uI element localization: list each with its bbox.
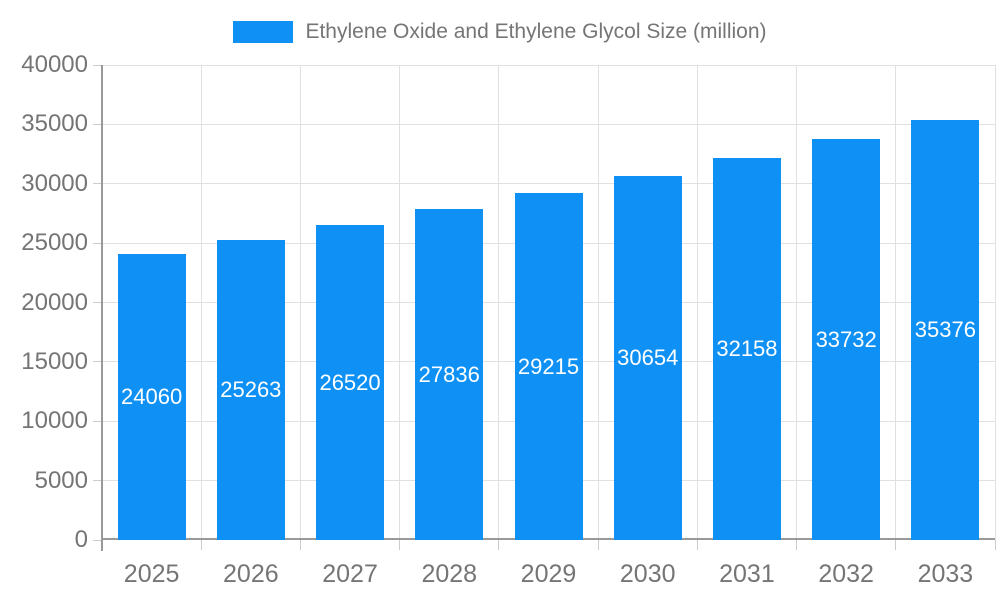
bar-value-label: 33732 xyxy=(815,326,877,352)
bar: 24060 xyxy=(117,254,186,540)
x-axis-tick-label: 2028 xyxy=(421,560,478,588)
y-axis-line xyxy=(101,65,103,551)
x-tick-mark xyxy=(895,540,897,550)
y-tick-mark xyxy=(93,480,101,482)
gridline-horizontal xyxy=(102,64,995,66)
x-axis-tick-label: 2027 xyxy=(322,560,378,588)
x-tick-mark xyxy=(299,540,301,550)
bar: 35376 xyxy=(911,119,980,540)
bar-value-label: 26520 xyxy=(319,369,381,395)
y-axis-tick-label: 20000 xyxy=(21,288,88,316)
bar-value-label: 29215 xyxy=(517,353,580,379)
y-tick-mark xyxy=(93,302,101,303)
y-axis-tick-label: 5000 xyxy=(34,466,88,494)
bar-value-label: 24060 xyxy=(121,384,183,410)
gridline-horizontal xyxy=(102,123,995,125)
y-tick-mark xyxy=(93,361,101,363)
gridline-vertical xyxy=(796,65,798,540)
gridline-vertical xyxy=(696,65,698,540)
legend-swatch xyxy=(233,21,294,43)
bar: 26520 xyxy=(316,225,385,540)
x-tick-mark xyxy=(200,540,202,550)
x-axis-tick-label: 2032 xyxy=(818,560,874,588)
y-tick-mark xyxy=(93,420,101,422)
bar-value-label: 30654 xyxy=(617,344,679,370)
plot-area: 0 5000 10000 15000 20000 25000 30000 35000 40000… xyxy=(21,53,996,587)
y-axis-tick-label: 0 xyxy=(74,526,88,553)
x-tick-mark xyxy=(399,540,401,550)
x-axis-tick-label: 2026 xyxy=(223,560,279,588)
gridline-vertical xyxy=(498,65,500,540)
gridline-vertical xyxy=(597,65,599,540)
y-tick-mark xyxy=(93,242,101,244)
gridline-vertical xyxy=(895,65,897,540)
x-axis-tick-label: 2033 xyxy=(917,560,974,588)
bar: 30654 xyxy=(613,175,682,540)
bar: 25263 xyxy=(216,240,285,540)
y-tick-mark xyxy=(93,539,101,541)
x-tick-mark xyxy=(796,540,798,550)
gridline-vertical xyxy=(299,65,301,540)
bar-value-label: 27836 xyxy=(418,361,480,387)
bar-value-label: 25263 xyxy=(220,377,282,402)
y-axis-tick-label: 40000 xyxy=(21,51,88,78)
y-axis-tick-label: 15000 xyxy=(21,347,88,375)
bar-value-label: 32158 xyxy=(716,336,778,362)
bar: 32158 xyxy=(712,158,781,540)
bar: 27836 xyxy=(415,209,484,540)
x-axis-tick-label: 2025 xyxy=(123,560,180,588)
y-tick-mark xyxy=(93,64,101,66)
gridline-horizontal xyxy=(102,183,995,185)
y-tick-mark xyxy=(93,123,101,125)
y-axis-tick-label: 30000 xyxy=(21,169,88,197)
gridline-vertical xyxy=(994,65,996,540)
gridline-vertical xyxy=(200,65,202,540)
x-tick-mark xyxy=(994,540,996,550)
y-tick-mark xyxy=(93,183,101,185)
x-tick-mark xyxy=(696,540,698,550)
bar: 29215 xyxy=(514,193,583,540)
legend-label: Ethylene Oxide and Ethylene Glycol Size … xyxy=(305,20,767,44)
y-axis-tick-label: 25000 xyxy=(21,229,88,257)
y-axis-tick-label: 10000 xyxy=(21,407,88,435)
bar: 33732 xyxy=(812,139,881,540)
x-axis-tick-label: 2029 xyxy=(520,560,577,588)
y-axis-tick-label: 35000 xyxy=(21,110,88,138)
x-axis-tick-label: 2031 xyxy=(719,560,775,588)
bar-value-label: 35376 xyxy=(914,316,976,342)
legend: Ethylene Oxide and Ethylene Glycol Size … xyxy=(0,10,1000,54)
x-axis-tick-label: 2030 xyxy=(619,560,676,588)
gridline-vertical xyxy=(399,65,401,540)
x-tick-mark xyxy=(597,540,599,550)
x-tick-mark xyxy=(498,540,500,550)
